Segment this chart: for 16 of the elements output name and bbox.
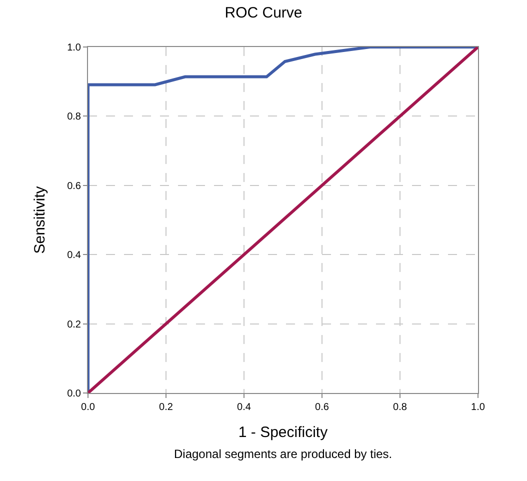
- y-tick-label: 1.0: [67, 42, 82, 54]
- x-tick-label: 0.0: [81, 402, 96, 413]
- x-tick-label: 0.6: [315, 402, 330, 413]
- y-tick-label: 0.2: [67, 319, 82, 330]
- y-tick-label: 0.8: [67, 112, 82, 123]
- x-tick-label: 0.2: [159, 402, 174, 413]
- text: Diagonal segments are produced by ties.: [174, 447, 392, 461]
- x-axis-title: 1 - Specificity: [238, 424, 328, 441]
- y-tick-label: 0.4: [67, 250, 82, 262]
- x-tick-label: 1.0: [471, 402, 486, 413]
- y-tick-label: 0.6: [67, 180, 82, 192]
- x-tick-label: 0.8: [393, 402, 408, 413]
- y-tick-label: 0.0: [67, 388, 82, 400]
- x-tick-label: 0.4: [237, 402, 252, 413]
- y-axis-title: Sensitivity: [31, 186, 48, 254]
- chart-title: ROC Curve: [224, 4, 302, 22]
